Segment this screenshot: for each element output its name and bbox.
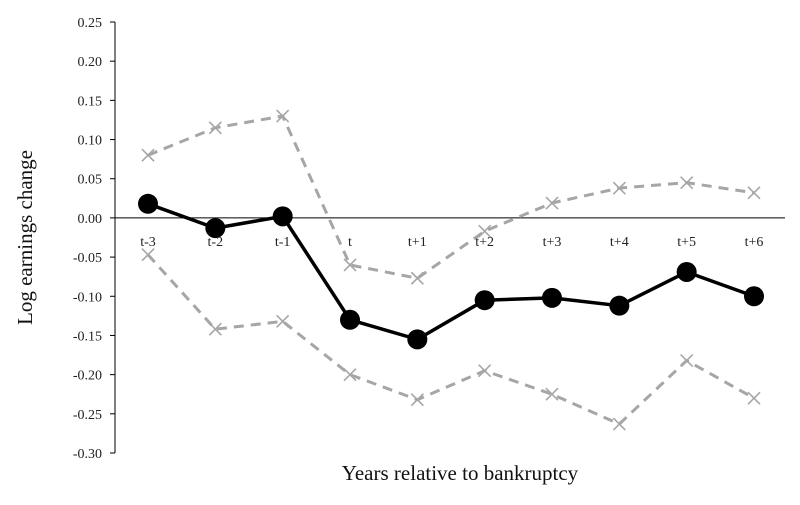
x-marker-stroke: [141, 148, 155, 162]
series-1: [141, 109, 761, 285]
data-point: [343, 258, 357, 272]
data-point: [680, 353, 694, 368]
x-marker-stroke: [545, 387, 559, 401]
x-marker-stroke: [208, 322, 222, 336]
y-tick-label: -0.15: [73, 329, 102, 344]
data-point: [542, 287, 562, 308]
y-axis-ticks: 0.25 0.20 0.15 0.10 0.05 0.00 -0.05 -0.10 -0.15 -…: [73, 16, 115, 462]
x-category-label: t+6: [745, 235, 764, 250]
series-line: [147, 114, 755, 280]
x-marker-stroke: [141, 248, 155, 262]
x-marker-stroke: [680, 176, 694, 190]
x-marker-stroke: [545, 196, 559, 210]
data-point: [410, 271, 424, 285]
y-tick-label: 0.25: [78, 16, 103, 31]
x-marker-stroke: [612, 181, 626, 195]
x-category-label: t+3: [543, 235, 562, 250]
data-point: [478, 364, 492, 378]
data-point: [141, 248, 155, 262]
data-point: [410, 393, 424, 407]
x-category-label: t-1: [275, 235, 291, 250]
y-tick-label: 0.05: [78, 173, 103, 188]
data-point: [138, 193, 158, 214]
series-line: [147, 202, 755, 342]
data-point: [276, 314, 290, 328]
data-point: [744, 286, 764, 307]
x-axis-category-labels: t-3 t-2 t-1 t t+1 t+2 t+3 t+4 t+5 t+6: [140, 235, 763, 250]
x-marker-stroke: [478, 224, 492, 238]
series-2: [141, 248, 761, 431]
data-point: [272, 206, 293, 227]
y-tick-label: -0.25: [73, 408, 102, 423]
data-point: [276, 109, 290, 123]
data-point: [407, 329, 428, 350]
x-marker-stroke: [208, 121, 222, 135]
data-point: [545, 196, 559, 210]
x-category-label: t-2: [208, 235, 224, 250]
data-point: [612, 181, 626, 195]
x-marker-stroke: [747, 391, 761, 405]
y-tick-label: 0.10: [78, 134, 103, 149]
x-marker-stroke: [747, 186, 761, 200]
series-line: [146, 253, 755, 426]
data-point: [208, 322, 222, 336]
y-tick-label: 0.00: [78, 212, 103, 227]
data-point: [612, 417, 626, 431]
data-point: [478, 224, 492, 238]
y-axis-title: Log earnings change: [13, 150, 37, 325]
series-layer: [138, 109, 764, 431]
y-tick-label: -0.20: [73, 369, 102, 384]
y-tick-label: -0.10: [73, 290, 102, 305]
x-category-label: t+2: [475, 235, 494, 250]
x-marker-stroke: [680, 353, 694, 368]
x-marker-stroke: [343, 258, 357, 272]
x-category-label: t+5: [677, 235, 696, 250]
y-tick-label: 0.20: [78, 55, 103, 70]
data-point: [208, 121, 222, 135]
data-point: [747, 391, 761, 405]
x-marker-stroke: [410, 393, 424, 407]
x-marker-stroke: [410, 271, 424, 285]
x-category-label: t: [348, 235, 352, 250]
x-marker-stroke: [478, 364, 492, 378]
data-point: [676, 261, 697, 282]
x-category-label: t+1: [408, 235, 427, 250]
y-tick-label: 0.15: [78, 94, 103, 109]
x-category-label: t+4: [610, 235, 629, 250]
data-point: [340, 309, 360, 330]
y-tick-label: -0.30: [73, 447, 102, 462]
x-marker-stroke: [276, 314, 290, 328]
data-point: [545, 387, 559, 401]
data-point: [141, 148, 155, 162]
x-marker-stroke: [276, 109, 290, 123]
x-marker-stroke: [343, 368, 357, 382]
data-point: [609, 295, 630, 316]
data-point: [343, 368, 357, 382]
series-0: [138, 193, 764, 350]
y-tick-label: -0.05: [73, 251, 102, 266]
data-point: [205, 218, 226, 239]
data-point: [680, 176, 694, 190]
data-point: [747, 186, 761, 200]
x-category-label: t-3: [140, 235, 156, 250]
data-point: [474, 290, 495, 311]
x-axis-title: Years relative to bankruptcy: [342, 461, 579, 485]
x-marker-stroke: [612, 417, 626, 431]
